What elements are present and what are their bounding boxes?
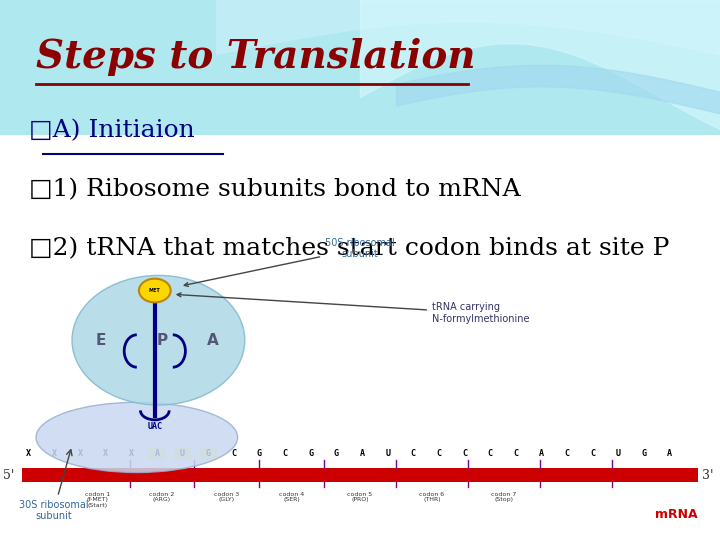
Text: C: C	[462, 449, 467, 458]
Text: X: X	[103, 449, 108, 458]
Bar	[199, 448, 217, 460]
Text: □1) Ribosome subunits bond to mRNA: □1) Ribosome subunits bond to mRNA	[29, 178, 521, 201]
Text: X: X	[78, 449, 83, 458]
Text: A: A	[539, 449, 544, 458]
Polygon shape	[0, 0, 720, 135]
Text: X: X	[27, 449, 31, 458]
Text: codon 3
(GLY): codon 3 (GLY)	[214, 491, 240, 502]
Text: UAC: UAC	[148, 422, 162, 431]
Text: A: A	[155, 449, 159, 458]
Text: G: G	[257, 449, 262, 458]
Text: 3': 3'	[702, 469, 714, 482]
Text: Steps to Translation: Steps to Translation	[36, 38, 475, 76]
Text: C: C	[590, 449, 595, 458]
Text: C: C	[513, 449, 518, 458]
Text: C: C	[231, 449, 236, 458]
Text: A: A	[207, 333, 218, 348]
Text: U: U	[385, 449, 390, 458]
Text: tRNA carrying
N-formylmethionine: tRNA carrying N-formylmethionine	[177, 293, 529, 324]
Text: □2) tRNA that matches start codon binds at site P: □2) tRNA that matches start codon binds …	[29, 238, 669, 261]
Text: codon 1
(f-MET)
(Start): codon 1 (f-MET) (Start)	[85, 491, 109, 508]
Text: A: A	[667, 449, 672, 458]
Bar	[174, 448, 192, 460]
Text: 5': 5'	[3, 469, 14, 482]
Text: C: C	[283, 449, 287, 458]
Ellipse shape	[36, 402, 238, 472]
Text: C: C	[487, 449, 492, 458]
Text: codon 4
(SER): codon 4 (SER)	[279, 491, 305, 502]
Text: G: G	[206, 449, 211, 458]
Text: codon 7
(Stop): codon 7 (Stop)	[491, 491, 517, 502]
Text: U: U	[180, 449, 185, 458]
Text: □A) Initiaion: □A) Initiaion	[29, 119, 194, 142]
Text: MET: MET	[149, 288, 161, 293]
Text: G: G	[334, 449, 339, 458]
Text: mRNA: mRNA	[655, 508, 698, 521]
Text: codon 5
(PRO): codon 5 (PRO)	[348, 491, 372, 502]
Text: X: X	[52, 449, 57, 458]
Text: C: C	[411, 449, 415, 458]
Text: C: C	[564, 449, 570, 458]
Bar	[22, 468, 698, 482]
Text: U: U	[616, 449, 621, 458]
Text: 50S ribosomal
subunit: 50S ribosomal subunit	[184, 238, 395, 286]
Text: 30S ribosomal
subunit: 30S ribosomal subunit	[19, 500, 89, 521]
Text: A: A	[359, 449, 364, 458]
Text: X: X	[129, 449, 134, 458]
Text: P: P	[156, 333, 168, 348]
Text: C: C	[436, 449, 441, 458]
Text: codon 2
(ARG): codon 2 (ARG)	[149, 491, 175, 502]
Ellipse shape	[72, 275, 245, 405]
Text: codon 6
(THR): codon 6 (THR)	[420, 491, 444, 502]
Text: E: E	[96, 333, 106, 348]
Bar	[148, 448, 166, 460]
Circle shape	[139, 279, 171, 302]
Text: G: G	[308, 449, 313, 458]
Text: G: G	[642, 449, 647, 458]
